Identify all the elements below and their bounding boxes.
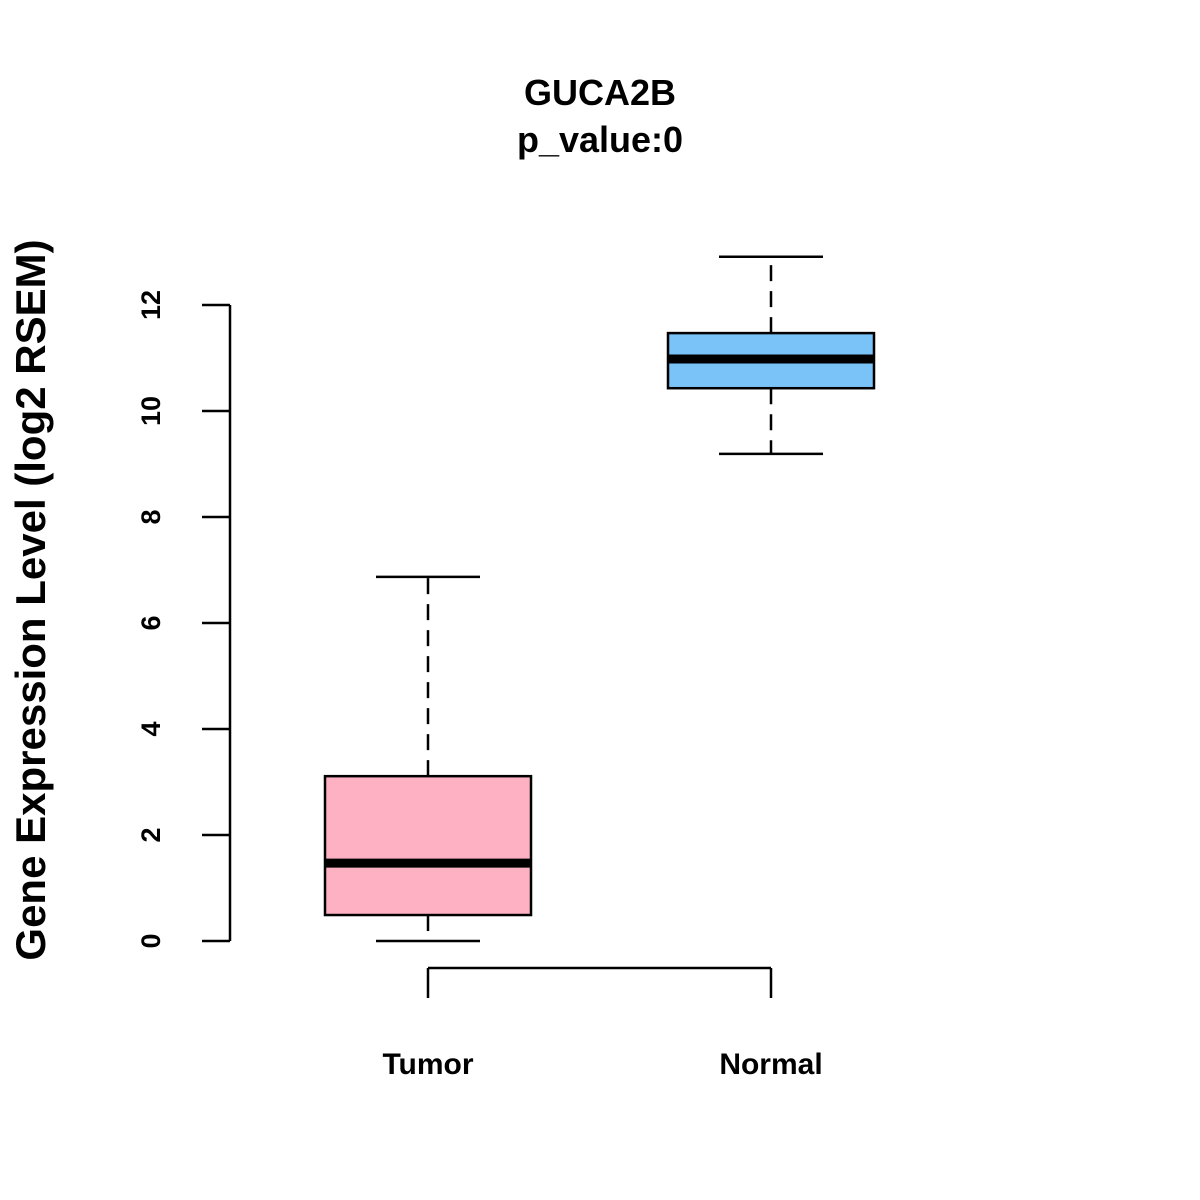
y-tick-label: 12 xyxy=(136,290,166,320)
y-tick-label: 10 xyxy=(136,396,166,426)
chart-title: GUCA2B xyxy=(524,72,676,113)
y-axis-label: Gene Expression Level (log2 RSEM) xyxy=(7,239,54,960)
box-normal xyxy=(666,255,876,456)
x-axis: Tumor Normal xyxy=(382,966,823,1081)
boxes xyxy=(323,255,876,943)
y-tick-label: 6 xyxy=(136,615,166,630)
y-tick-label: 0 xyxy=(136,933,166,948)
x-tick-label: Normal xyxy=(719,1048,822,1081)
y-axis: 0 2 4 6 8 10 12 xyxy=(136,290,232,949)
y-tick-label: 8 xyxy=(136,509,166,524)
chart-subtitle: p_value:0 xyxy=(517,119,683,160)
y-tick-label: 2 xyxy=(136,827,166,842)
x-tick-label: Tumor xyxy=(382,1048,473,1081)
iqr-box xyxy=(323,774,533,917)
box-tumor xyxy=(323,575,533,943)
y-tick-label: 4 xyxy=(136,721,166,736)
